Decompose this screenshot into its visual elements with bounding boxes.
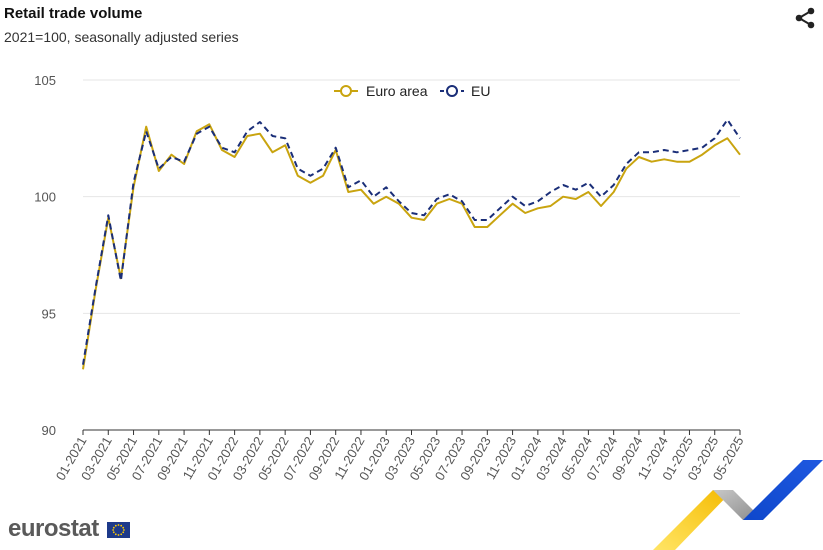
y-tick-label: 105 [34, 73, 56, 88]
legend-item-eu[interactable]: EU [440, 83, 490, 99]
series-lines [82, 118, 741, 370]
eurostat-logo: eurostat [8, 515, 99, 542]
y-tick-label: 100 [34, 190, 56, 205]
series-line-euro-area[interactable] [82, 123, 741, 370]
chart-title: Retail trade volume [4, 5, 143, 22]
legend-item-euro-area[interactable]: Euro area [334, 83, 428, 99]
legend-label-eu: EU [471, 83, 490, 99]
legend-label-euro-area: Euro area [366, 83, 428, 99]
y-axis: 90 95 100 105 [34, 73, 56, 438]
y-tick-label: 95 [42, 306, 56, 321]
eurostat-ribbon-decoration [653, 460, 823, 550]
x-axis: 01-202103-202105-202107-202109-202111-20… [53, 429, 747, 483]
share-icon[interactable] [793, 6, 817, 30]
y-tick-label: 90 [42, 423, 56, 438]
series-line-eu[interactable] [82, 118, 741, 365]
grid-lines [83, 79, 740, 314]
chart-subtitle: 2021=100, seasonally adjusted series [4, 29, 239, 45]
line-chart: 90 95 100 105 01-202103-202105-202107-20210… [34, 73, 747, 483]
eu-flag-icon [107, 522, 130, 538]
legend[interactable]: Euro area EU [334, 83, 490, 99]
